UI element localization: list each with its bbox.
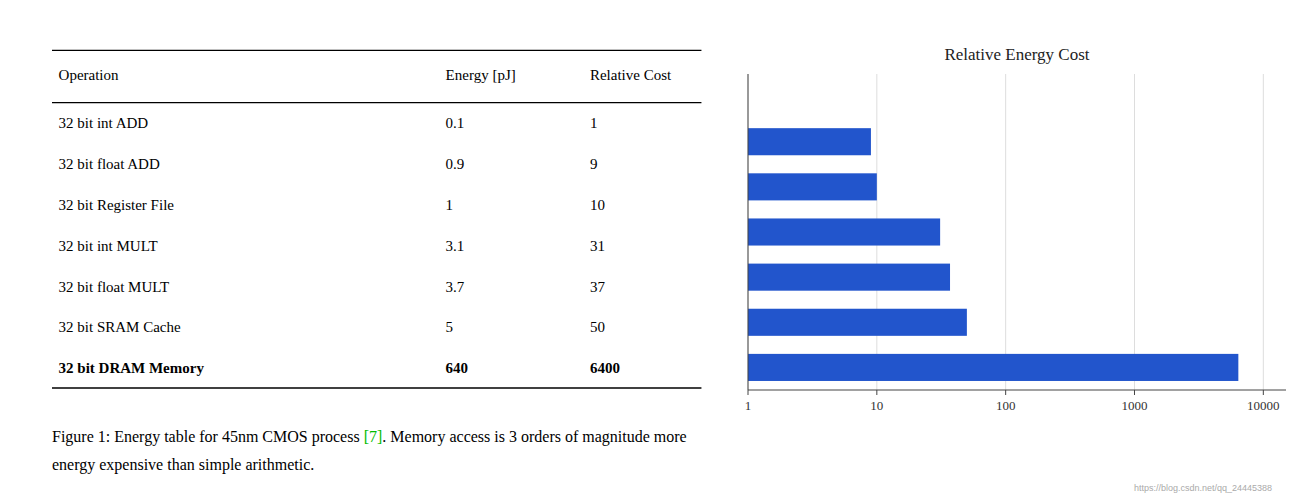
y-axis — [748, 74, 749, 390]
bar — [748, 264, 950, 291]
table-cell: 32 bit int ADD — [59, 115, 149, 131]
tick-mark — [748, 390, 749, 395]
table-cell: 3.1 — [446, 238, 465, 254]
table: Operation Energy [pJ] Relative Cost 32 bit … — [52, 50, 701, 388]
x-axis — [748, 390, 1286, 391]
grid-line — [1005, 74, 1006, 390]
table-cell: 32 bit DRAM Memory — [59, 360, 205, 376]
table-cell: 1 — [590, 115, 598, 131]
table-cell: 37 — [590, 279, 606, 295]
table-cell: 3.7 — [446, 279, 465, 295]
tick-label: 10000 — [1247, 398, 1280, 413]
tick-mark — [1263, 390, 1264, 395]
caption: Figure 1: Energy table for 45nm CMOS pro… — [52, 428, 687, 474]
caption-part: Figure 1: Energy table for 45nm CMOS pro… — [52, 428, 364, 446]
caption-part: . Memory access is 3 orders of magnitude… — [382, 428, 686, 446]
table-cell: 32 bit float MULT — [59, 279, 170, 295]
table-rule — [52, 102, 701, 103]
table-cell: 10 — [590, 197, 605, 213]
table-header: Energy [pJ] — [446, 67, 516, 83]
table-rule — [52, 50, 701, 51]
grid-line — [1263, 74, 1264, 390]
tick-mark — [1005, 390, 1006, 395]
bar — [748, 309, 967, 336]
table-cell: 640 — [446, 360, 469, 376]
table-cell: 32 bit SRAM Cache — [59, 319, 181, 335]
table-cell: 32 bit Register File — [59, 197, 175, 213]
grid-line — [1134, 74, 1135, 390]
table-cell: 0.1 — [446, 115, 465, 131]
tick-label: 1000 — [1121, 398, 1147, 413]
chart-title: Relative Energy Cost — [944, 45, 1089, 64]
tick-label: 10 — [870, 398, 883, 413]
caption-line: Figure 1: Energy table for 45nm CMOS pro… — [52, 428, 687, 446]
bars — [748, 128, 1238, 381]
tick-mark — [1134, 390, 1135, 395]
watermark: https://blog.csdn.net/qq_24445388 — [1134, 483, 1272, 493]
bar — [748, 354, 1238, 381]
bar — [748, 173, 877, 200]
bar — [748, 128, 871, 155]
table-cell: 6400 — [590, 360, 620, 376]
table-cell: 1 — [446, 197, 454, 213]
table-cell: 9 — [590, 156, 598, 172]
table-header: Relative Cost — [590, 67, 672, 83]
table-cell: 32 bit float ADD — [59, 156, 160, 172]
tick-mark — [876, 390, 877, 395]
table-cell: 31 — [590, 238, 605, 254]
tick-label: 100 — [996, 398, 1016, 413]
grid — [748, 74, 1263, 390]
table-cell: 5 — [446, 319, 454, 335]
caption-line: energy expensive than simple arithmetic. — [52, 456, 314, 474]
tick-label: 1 — [745, 398, 752, 413]
table-cell: 0.9 — [446, 156, 465, 172]
table-cell: 50 — [590, 319, 605, 335]
bar — [748, 218, 940, 245]
caption-part: [7] — [364, 428, 383, 445]
table-cell: 32 bit int MULT — [59, 238, 158, 254]
chart: Relative Energy Cost 1 10 100 1000 10000 — [745, 45, 1286, 413]
table-rule — [52, 387, 701, 388]
grid-line — [748, 74, 749, 390]
table-header: Operation — [59, 67, 119, 83]
figure: Operation Energy [pJ] Relative Cost 32 bit … — [0, 0, 1312, 497]
